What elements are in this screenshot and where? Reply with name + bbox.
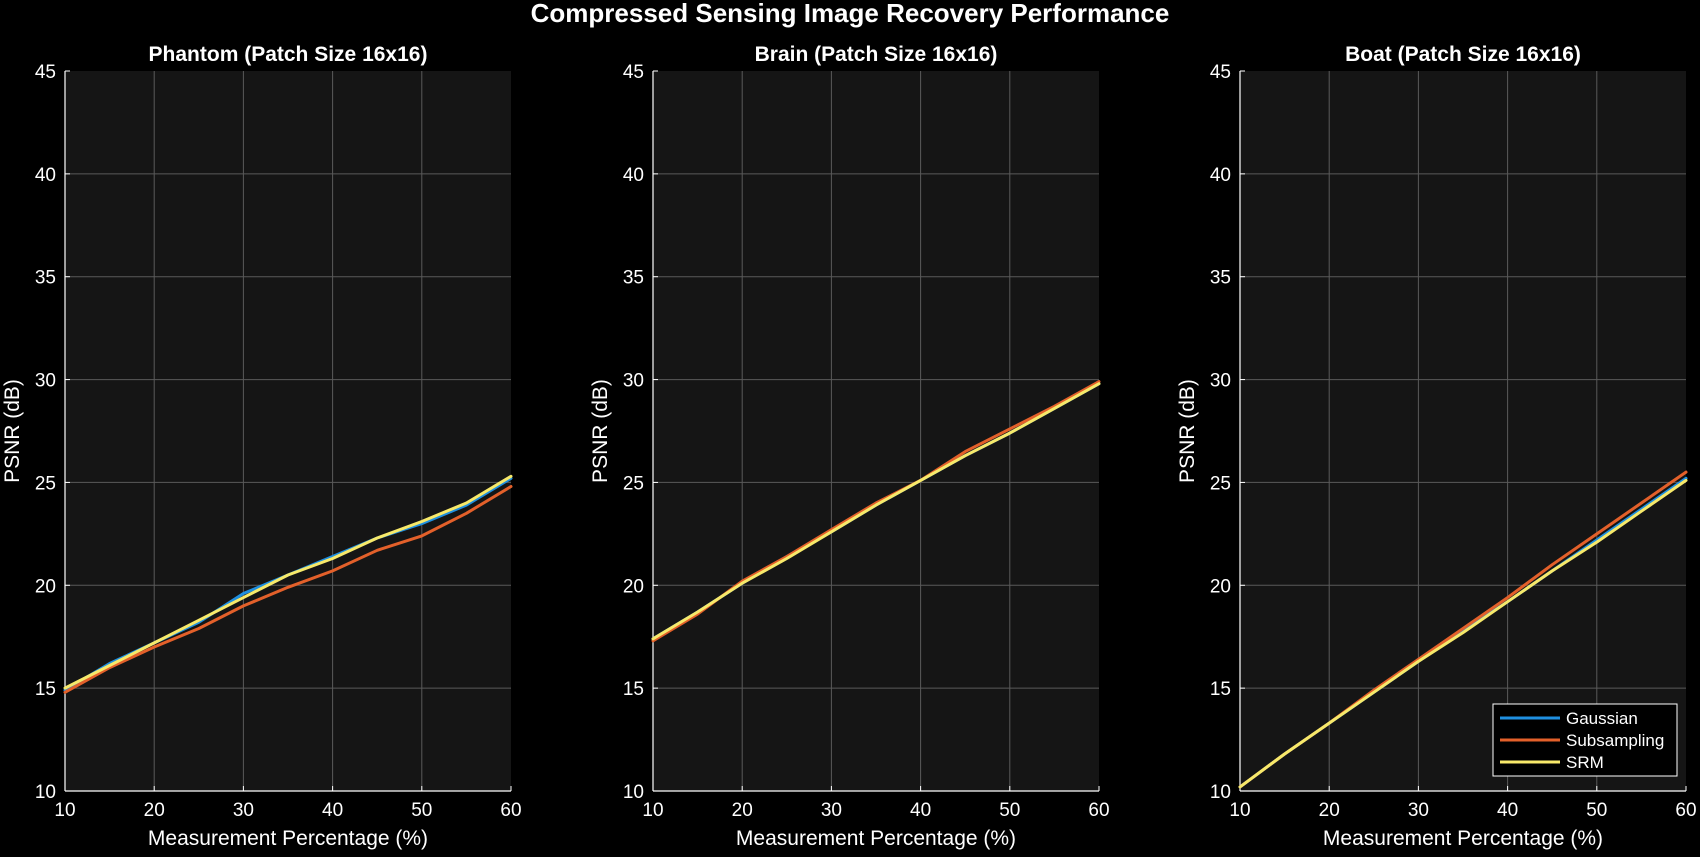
x-tick-label: 20 bbox=[1319, 800, 1340, 821]
panel-title: Boat (Patch Size 16x16) bbox=[1345, 43, 1581, 66]
x-tick-label: 40 bbox=[1497, 800, 1518, 821]
x-tick-label: 40 bbox=[910, 800, 931, 821]
y-axis-label: PSNR (dB) bbox=[1176, 379, 1199, 483]
legend-label-srm: SRM bbox=[1566, 753, 1604, 772]
y-tick-label: 10 bbox=[623, 782, 644, 803]
y-tick-label: 25 bbox=[35, 473, 56, 494]
panel-title: Brain (Patch Size 16x16) bbox=[755, 43, 998, 66]
y-tick-label: 15 bbox=[623, 679, 644, 700]
y-tick-label: 40 bbox=[35, 165, 56, 186]
y-tick-label: 45 bbox=[1210, 62, 1231, 83]
x-tick-label: 10 bbox=[1229, 800, 1250, 821]
y-tick-label: 45 bbox=[623, 62, 644, 83]
series-line-srm bbox=[1238, 478, 1688, 789]
x-tick-label: 10 bbox=[54, 800, 75, 821]
x-tick-label: 30 bbox=[821, 800, 842, 821]
y-tick-label: 20 bbox=[1210, 576, 1231, 597]
series-line-srm bbox=[63, 474, 513, 690]
x-axis-label: Measurement Percentage (%) bbox=[736, 827, 1016, 850]
y-tick-label: 40 bbox=[1210, 165, 1231, 186]
y-axis-label: PSNR (dB) bbox=[1, 379, 24, 483]
legend-label-gaussian: Gaussian bbox=[1566, 709, 1638, 728]
x-tick-label: 60 bbox=[1675, 800, 1696, 821]
y-axis-label: PSNR (dB) bbox=[589, 379, 612, 483]
y-tick-label: 10 bbox=[35, 782, 56, 803]
x-tick-label: 30 bbox=[233, 800, 254, 821]
axes-background bbox=[1240, 71, 1686, 791]
panel-title: Phantom (Patch Size 16x16) bbox=[149, 43, 428, 66]
x-tick-label: 10 bbox=[642, 800, 663, 821]
x-tick-label: 40 bbox=[322, 800, 343, 821]
y-tick-label: 30 bbox=[1210, 371, 1231, 392]
y-tick-label: 20 bbox=[35, 576, 56, 597]
x-tick-label: 20 bbox=[732, 800, 753, 821]
x-axis-label: Measurement Percentage (%) bbox=[148, 827, 428, 850]
y-tick-label: 10 bbox=[1210, 782, 1231, 803]
legend: Gaussian Subsampling SRM bbox=[1492, 703, 1678, 777]
y-tick-label: 35 bbox=[1210, 268, 1231, 289]
y-tick-label: 40 bbox=[623, 165, 644, 186]
y-tick-label: 15 bbox=[1210, 679, 1231, 700]
x-tick-label: 50 bbox=[1586, 800, 1607, 821]
axes-background bbox=[653, 71, 1099, 791]
y-tick-label: 30 bbox=[623, 371, 644, 392]
y-tick-label: 35 bbox=[35, 268, 56, 289]
axes-background bbox=[65, 71, 511, 791]
panel-2: 10 20 30 40 50 60 10 15 20 25 30 35 40 45 Boat (Patch … bbox=[1176, 43, 1697, 850]
x-tick-label: 60 bbox=[500, 800, 521, 821]
figure-title: Compressed Sensing Image Recovery Perfor… bbox=[531, 0, 1170, 28]
y-tick-label: 35 bbox=[623, 268, 644, 289]
legend-label-subsampling: Subsampling bbox=[1566, 731, 1664, 750]
x-axis-label: Measurement Percentage (%) bbox=[1323, 827, 1603, 850]
y-tick-label: 20 bbox=[623, 576, 644, 597]
x-tick-label: 20 bbox=[144, 800, 165, 821]
y-tick-label: 15 bbox=[35, 679, 56, 700]
series-line-srm bbox=[651, 382, 1101, 641]
series-line-subsampling bbox=[63, 485, 513, 694]
y-tick-label: 30 bbox=[35, 371, 56, 392]
x-tick-label: 50 bbox=[999, 800, 1020, 821]
x-tick-label: 30 bbox=[1408, 800, 1429, 821]
panel-0: 10 20 30 40 50 60 10 15 20 25 30 35 40 45 Phantom (Pat… bbox=[1, 43, 522, 850]
x-tick-label: 50 bbox=[411, 800, 432, 821]
x-tick-label: 60 bbox=[1088, 800, 1109, 821]
y-tick-label: 25 bbox=[623, 473, 644, 494]
y-tick-label: 25 bbox=[1210, 473, 1231, 494]
panel-1: 10 20 30 40 50 60 10 15 20 25 30 35 40 45 Brain (Patch… bbox=[589, 43, 1110, 850]
y-tick-label: 45 bbox=[35, 62, 56, 83]
